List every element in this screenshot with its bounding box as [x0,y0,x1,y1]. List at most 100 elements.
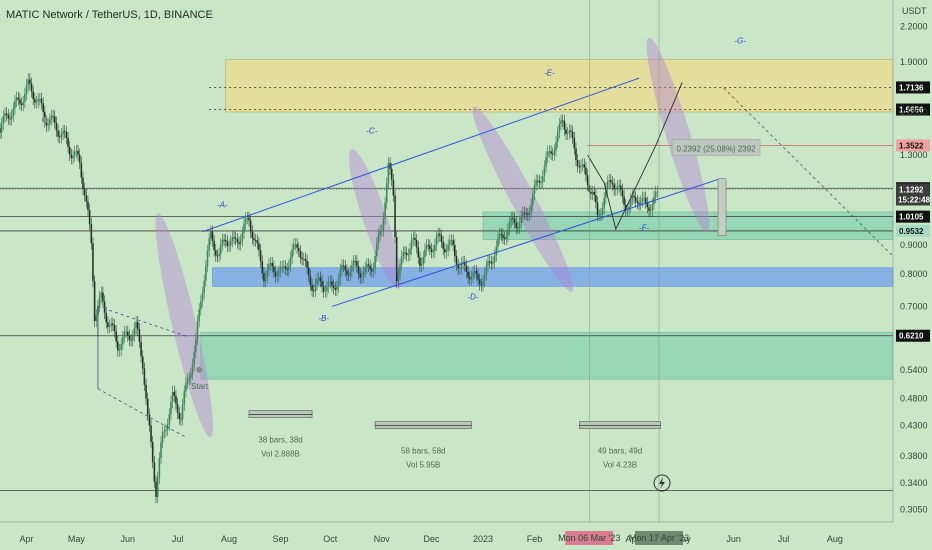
wave-ellipse [646,37,710,233]
candle-body [560,120,562,124]
candle-body [160,442,162,459]
candle-body [47,124,49,126]
candle-body [88,210,91,225]
candle-body [385,183,388,203]
candle-body [585,167,587,176]
candle-body [361,276,363,278]
candle-body [274,271,277,277]
candle-body [55,122,58,131]
candle-body [213,240,215,251]
measure-box [374,421,472,429]
y-axis: 1.71361.56561.35221.13501.01050.95320.62… [892,0,931,522]
range-label: 0.2392 (25.08%) 2392 [676,144,756,153]
candle-body [141,356,144,369]
candle-body [148,414,151,426]
candle-body [412,237,415,240]
candle-body [191,364,194,374]
candle-body [311,284,313,291]
y-tick-label: 1.3000 [900,150,928,160]
candle-body [294,244,297,246]
candle-body [455,256,458,265]
candle-body [171,391,174,402]
candle-body [271,263,274,267]
candle-body [301,257,303,260]
candle-body [568,130,571,134]
candle-body [9,118,11,120]
candle-body [390,168,393,180]
candle-body [130,339,132,341]
candle-body [322,286,325,292]
candle-body [646,202,649,208]
candle-body [468,277,471,280]
candle-body [92,243,94,282]
candle-body [118,349,121,351]
candle-body [551,153,554,155]
candle-body [168,414,171,425]
candle-body [120,344,122,350]
candle-body [347,274,350,276]
candle-body [32,91,34,100]
candle-body [113,324,116,332]
candle-body [266,269,269,278]
candle-body [618,185,620,187]
candle-body [312,290,315,292]
candle-body [195,338,197,352]
candle-body [253,238,255,241]
measure-vol-label: Vol 4.23B [603,461,637,470]
candle-body [478,279,481,285]
candle-body [533,184,536,195]
candle-body [422,257,425,264]
candle-body [289,257,292,267]
candle-body [375,243,378,256]
candle-body [339,269,342,280]
candle-body [10,115,13,120]
candle-body [107,322,109,328]
candle-body [626,210,629,211]
candle-body [112,323,114,325]
candle-body [415,240,418,248]
measure-bars-label: 38 bars, 38d [258,436,302,445]
wave-label: -A- [217,200,228,209]
candle-body [145,384,147,399]
candle-body [362,271,365,277]
lightning-icon [659,477,665,489]
candle-body [239,240,242,245]
candle-body [644,197,647,203]
candle-body [447,244,449,251]
candle-body [324,291,327,292]
candle-body [117,341,119,351]
candle-body [103,301,106,313]
candle-body [173,391,176,396]
x-tick-label: Aug [221,534,237,544]
candle-body [244,218,247,224]
candle-body [22,101,25,106]
candle-body [450,240,453,242]
candle-body [351,265,353,272]
candle-body [110,323,113,326]
candle-body [39,98,41,100]
wave-ellipse [155,213,213,438]
price-tag-label: 0.6210 [899,332,924,341]
candle-body [495,246,498,256]
candle-body [435,236,438,245]
candle-body [57,130,59,137]
candle-body [12,108,15,116]
y-tick-label: 0.8000 [900,269,928,279]
lightning-button[interactable] [653,474,671,492]
wave-label: -F- [639,223,650,232]
candle-body [181,404,184,420]
candle-body [155,481,157,497]
candle-body [292,244,295,250]
candle-body [352,261,355,266]
candle-body [153,462,156,482]
x-tick-label: May [68,534,86,544]
candle-body [465,265,468,273]
zone-green [200,331,894,380]
x-tick-label: Apr [20,534,34,544]
candle-body [541,176,544,182]
measure-box [578,421,661,429]
candle-body [2,116,5,124]
candle-body [545,157,547,167]
